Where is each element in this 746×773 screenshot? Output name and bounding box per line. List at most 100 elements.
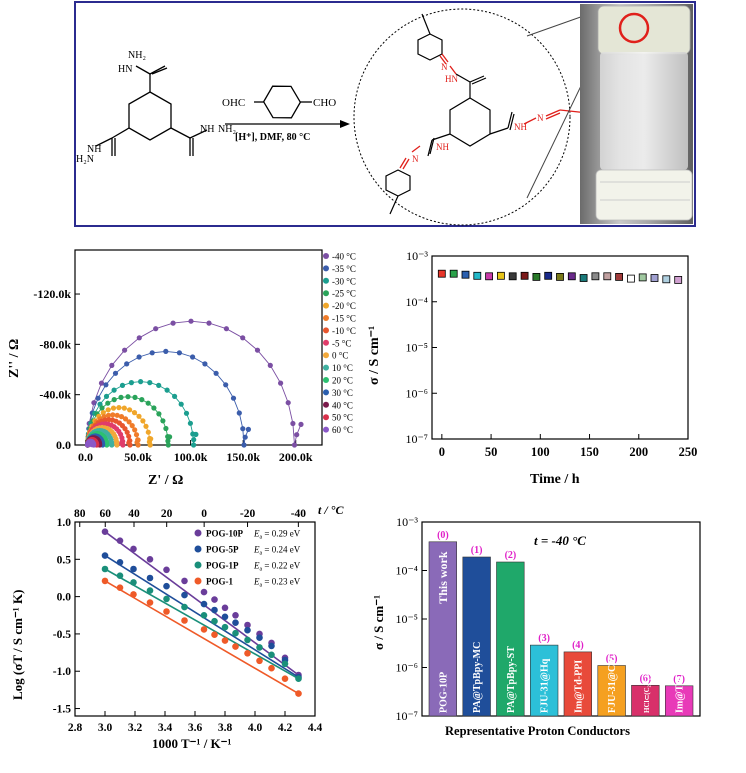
nyquist-ylabel: Z'' / Ω: [7, 339, 22, 378]
arrhenius-point: [163, 582, 170, 590]
nyquist-point: [151, 405, 157, 411]
arrhenius-point: [200, 626, 208, 633]
stability-point: [496, 271, 505, 280]
nyquist-point: [190, 354, 196, 360]
stability-ytick-label: 10⁻⁷: [405, 432, 428, 446]
nyquist-legend-marker: [323, 414, 329, 421]
nyquist-legend-label: -20 °C: [332, 301, 356, 311]
arrhenius-point: [256, 634, 263, 641]
nyquist-point: [187, 420, 193, 426]
nyquist-axes-frame: [74, 249, 323, 446]
comparison-ytick-label: 10⁻³: [396, 515, 418, 529]
comparison-ytick-label: 10⁻⁷: [395, 709, 418, 723]
nyquist-point: [223, 326, 229, 332]
nyquist-point: [103, 382, 109, 388]
nyquist-point: [126, 433, 132, 439]
nyquist-point: [127, 407, 133, 413]
stability-point: [638, 273, 647, 282]
stability-point: [627, 274, 635, 283]
label-h2n-left: H₂N: [76, 154, 94, 165]
comparison-bar-index: (5): [606, 654, 618, 665]
nyquist-legend-label: 50 °C: [332, 413, 353, 423]
comparison-ytick-label: 10⁻⁵: [395, 612, 418, 626]
nyquist-legend-label: -10 °C: [332, 326, 356, 336]
nyquist-legend-label: 20 °C: [332, 376, 353, 386]
nyquist-legend-marker: [323, 389, 329, 396]
arrhenius-ytick-label: -1.5: [53, 704, 71, 716]
stability-panel: 0 50 100 150 200 250 10⁻³ 10⁻⁴ 10⁻⁵ 10⁻⁶ 10⁻⁷ Time…: [367, 249, 697, 487]
nyquist-legend-marker: [323, 265, 329, 272]
nyquist-point: [178, 401, 184, 407]
arrhenius-legend-ea: Ea = 0.22 eV: [253, 561, 301, 573]
nyquist-point: [138, 379, 144, 385]
nyquist-legend-label: -30 °C: [332, 276, 356, 286]
nyquist-legend: -40 °C -35 °C -30 °C -25 °C -20 °C -15 °C -10 …: [323, 252, 356, 435]
stability-xtick-label: 200: [629, 445, 648, 459]
gel-highlight-circle: [618, 12, 650, 44]
comparison-bar-label: HCl⊂(C₂N₂H₁₀)(C₂N₂H₉)₂Cu₈Sn₃S₁₂: [643, 608, 651, 713]
comparison-bar: [597, 665, 626, 717]
arrhenius-point: [211, 606, 218, 614]
arrhenius-legend-label: POG-5P: [206, 545, 239, 555]
nyquist-point: [113, 439, 119, 445]
arrhenius-point: [181, 617, 188, 624]
nyquist-xtick-label: 200.0k: [279, 450, 313, 464]
arrhenius-xtick-label: 3.4: [158, 722, 173, 734]
arrhenius-point: [232, 619, 239, 626]
arrhenius-top-tick-label: 60: [99, 508, 111, 520]
nyquist-point: [242, 434, 248, 440]
arrhenius-point: [181, 577, 188, 585]
arrhenius-ytick-label: -1.0: [53, 666, 71, 678]
arrhenius-xtick-label: 4.2: [278, 722, 293, 734]
arrhenius-point: [211, 617, 218, 625]
arrhenius-point: [221, 604, 229, 612]
nyquist-point: [160, 418, 166, 424]
arrhenius-point: [295, 675, 302, 682]
stability-ytick-label: 10⁻⁵: [405, 341, 428, 355]
arrhenius-series: [101, 528, 302, 697]
arrhenius-point: [281, 660, 289, 668]
stability-point: [520, 271, 529, 280]
nyquist-point: [230, 395, 237, 401]
nyquist-legend-marker: [323, 364, 329, 371]
nyquist-point: [213, 370, 219, 376]
nyquist-point: [91, 400, 97, 406]
nyquist-legend-label: -25 °C: [332, 289, 356, 299]
arrhenius-point: [116, 559, 124, 566]
nyquist-point: [236, 410, 242, 416]
arrhenius-point: [268, 651, 275, 659]
stability-point: [615, 272, 623, 281]
arrhenius-top-tick-label: 40: [128, 508, 140, 520]
nyquist-point: [119, 382, 126, 388]
arrhenius-legend-ea: Ea = 0.24 eV: [253, 545, 301, 557]
stability-point: [567, 272, 576, 281]
arrhenius-fit-line: [104, 580, 299, 695]
nyquist-xtick-label: 50.0k: [124, 450, 152, 464]
arrhenius-legend-marker: [194, 577, 202, 585]
nyquist-point: [145, 400, 151, 406]
arrhenius-point: [116, 572, 124, 579]
nyquist-point: [122, 416, 129, 422]
nyquist-legend-marker: [323, 377, 329, 383]
nyquist-legend-label: -40 °C: [332, 252, 356, 262]
arrhenius-point: [268, 642, 275, 650]
nyquist-panel: 0.0 50.0k 100.0k 150.0k 200.0k 0.0 -40.0k -80.0…: [7, 249, 356, 488]
nyquist-point: [176, 350, 182, 356]
stability-point: [544, 271, 553, 280]
arrhenius-legend-marker: [194, 529, 202, 537]
label-reagent-left: OHC: [222, 97, 245, 109]
nyquist-point: [108, 440, 114, 446]
comparison-bar-index: (1): [471, 545, 483, 556]
nyquist-point: [240, 335, 246, 341]
stability-point: [437, 269, 446, 278]
nyquist-point: [153, 326, 159, 332]
nyquist-point: [172, 393, 178, 399]
nyquist-point: [111, 387, 117, 393]
nyquist-point: [202, 361, 208, 367]
nyquist-point: [121, 405, 127, 411]
nyquist-point: [285, 400, 291, 406]
stability-point: [650, 274, 659, 282]
nyquist-point: [136, 335, 142, 341]
arrhenius-point: [221, 613, 229, 621]
nyquist-point: [170, 320, 176, 326]
